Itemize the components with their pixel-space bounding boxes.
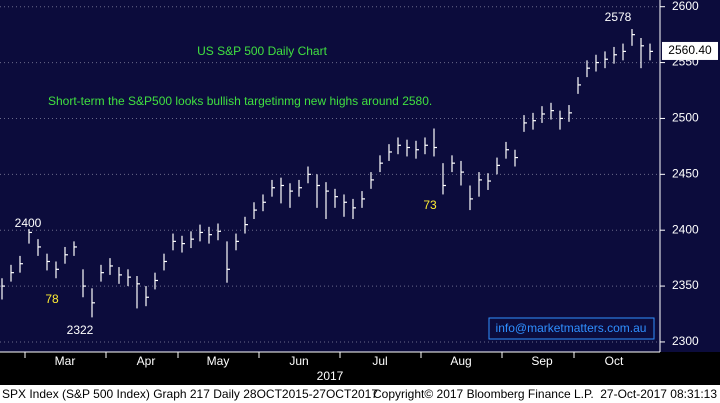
- x-tick-label: Sep: [531, 354, 553, 368]
- annotation: 78: [45, 292, 59, 306]
- x-tick-label: Aug: [450, 354, 471, 368]
- last-price-label: 2560.40: [668, 43, 712, 57]
- y-tick-label: 2450: [672, 166, 699, 180]
- x-tick-label: Jun: [289, 354, 308, 368]
- watermark: info@marketmatters.com.au: [496, 321, 647, 335]
- annotation: 2322: [67, 323, 94, 337]
- chart-title: US S&P 500 Daily Chart: [197, 44, 328, 58]
- annotation: 2400: [15, 216, 42, 230]
- x-tick-label: May: [207, 354, 230, 368]
- x-tick-label: Oct: [605, 354, 624, 368]
- footer-text: SPX Index (S&P 500 Index) Graph 217 Dail…: [2, 387, 378, 401]
- y-tick-label: 2300: [672, 334, 699, 348]
- x-tick-label: Apr: [137, 354, 156, 368]
- chart-subtitle: Short-term the S&P500 looks bullish targ…: [48, 94, 432, 108]
- annotation: 73: [423, 198, 437, 212]
- annotation: 2578: [605, 10, 632, 24]
- y-tick-label: 2350: [672, 278, 699, 292]
- x-axis-label: 2017: [317, 369, 344, 383]
- footer-text: 27-Oct-2017 08:31:13: [600, 387, 717, 401]
- y-tick-label: 2400: [672, 222, 699, 236]
- x-tick-label: Mar: [55, 354, 76, 368]
- x-tick-label: Jul: [372, 354, 387, 368]
- plot-area: [0, 0, 660, 352]
- footer-text: Copyright© 2017 Bloomberg Finance L.P.: [373, 387, 594, 401]
- y-tick-label: 2500: [672, 111, 699, 125]
- y-tick-label: 2600: [672, 0, 699, 13]
- last-price-box: [662, 41, 718, 60]
- watermark-box: [488, 317, 655, 340]
- footer-area: [0, 385, 720, 403]
